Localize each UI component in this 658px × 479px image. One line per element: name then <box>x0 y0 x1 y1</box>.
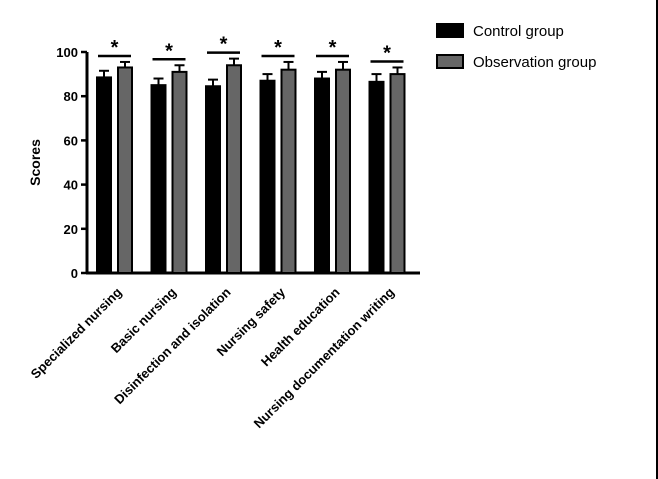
bar-observation <box>280 68 297 275</box>
significance-star: * <box>329 37 337 59</box>
bar-observation <box>117 66 133 274</box>
bar-control <box>150 84 167 275</box>
legend: Control group Observation group <box>436 23 596 71</box>
significance-star: * <box>165 40 173 62</box>
legend-label: Observation group <box>473 54 596 71</box>
legend-label: Control group <box>473 23 564 40</box>
bar-control <box>259 79 276 275</box>
frame-border <box>656 0 658 479</box>
bar-observation <box>335 68 351 275</box>
y-axis-label: Scores <box>27 139 43 186</box>
bar-observation <box>226 64 242 275</box>
axes: 0 20 40 60 80 100 Scores <box>27 45 420 281</box>
y-tick-label: 80 <box>64 89 78 104</box>
bar-control <box>96 76 112 275</box>
y-tick-label: 20 <box>64 222 78 237</box>
significance-star: * <box>220 34 228 56</box>
bar-control <box>205 85 221 274</box>
bar-control <box>314 77 330 274</box>
y-tick-label: 0 <box>71 266 78 281</box>
x-tick-label: Specialized nursing <box>28 284 125 381</box>
legend-swatch <box>436 54 464 69</box>
bar-control <box>368 80 385 274</box>
y-tick-label: 40 <box>64 178 78 193</box>
bar-observation <box>389 73 406 274</box>
bars: * * * * * * <box>96 34 406 275</box>
significance-star: * <box>111 37 119 59</box>
significance-star: * <box>383 42 391 64</box>
significance-star: * <box>274 37 282 59</box>
legend-swatch <box>436 23 464 38</box>
y-tick-label: 60 <box>64 133 78 148</box>
y-tick-label: 100 <box>56 45 78 60</box>
bar-observation <box>171 70 188 274</box>
